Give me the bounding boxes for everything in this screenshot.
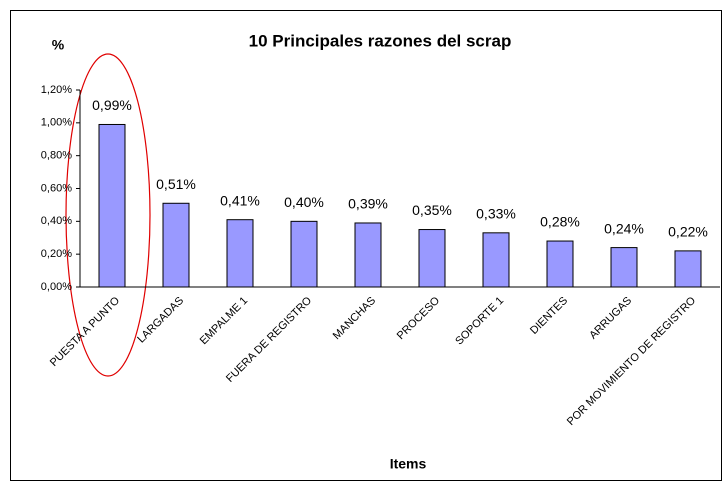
y-tick-label: 0,80% (41, 150, 72, 162)
bar (354, 222, 382, 288)
y-tick-label: 0,00% (41, 281, 72, 293)
value-label: 0,41% (220, 192, 260, 208)
y-tick-label: 0,20% (41, 248, 72, 260)
bar (610, 247, 638, 288)
bar (98, 123, 126, 288)
y-axis-label: % (52, 37, 65, 53)
y-tick-label: 1,20% (41, 84, 72, 96)
x-axis-label: Items (390, 456, 427, 472)
value-label: 0,35% (412, 202, 452, 218)
chart-title: 10 Principales razones del scrap (249, 31, 512, 50)
bar (546, 240, 574, 288)
value-label: 0,39% (348, 196, 388, 212)
y-tick-label: 0,60% (41, 182, 72, 194)
value-label: 0,40% (284, 194, 324, 210)
value-label: 0,99% (92, 97, 132, 113)
bar (162, 202, 190, 288)
bar (290, 220, 318, 288)
y-tick-label: 1,00% (41, 117, 72, 129)
value-label: 0,33% (476, 206, 516, 222)
value-label: 0,22% (668, 224, 708, 240)
value-label: 0,51% (156, 176, 196, 192)
highlight-ellipse (65, 53, 151, 377)
bar (418, 229, 446, 288)
value-label: 0,28% (540, 214, 580, 230)
y-tick-label: 0,40% (41, 215, 72, 227)
bar (482, 232, 510, 288)
bar (226, 219, 254, 288)
value-label: 0,24% (604, 220, 644, 236)
bar (674, 250, 702, 288)
